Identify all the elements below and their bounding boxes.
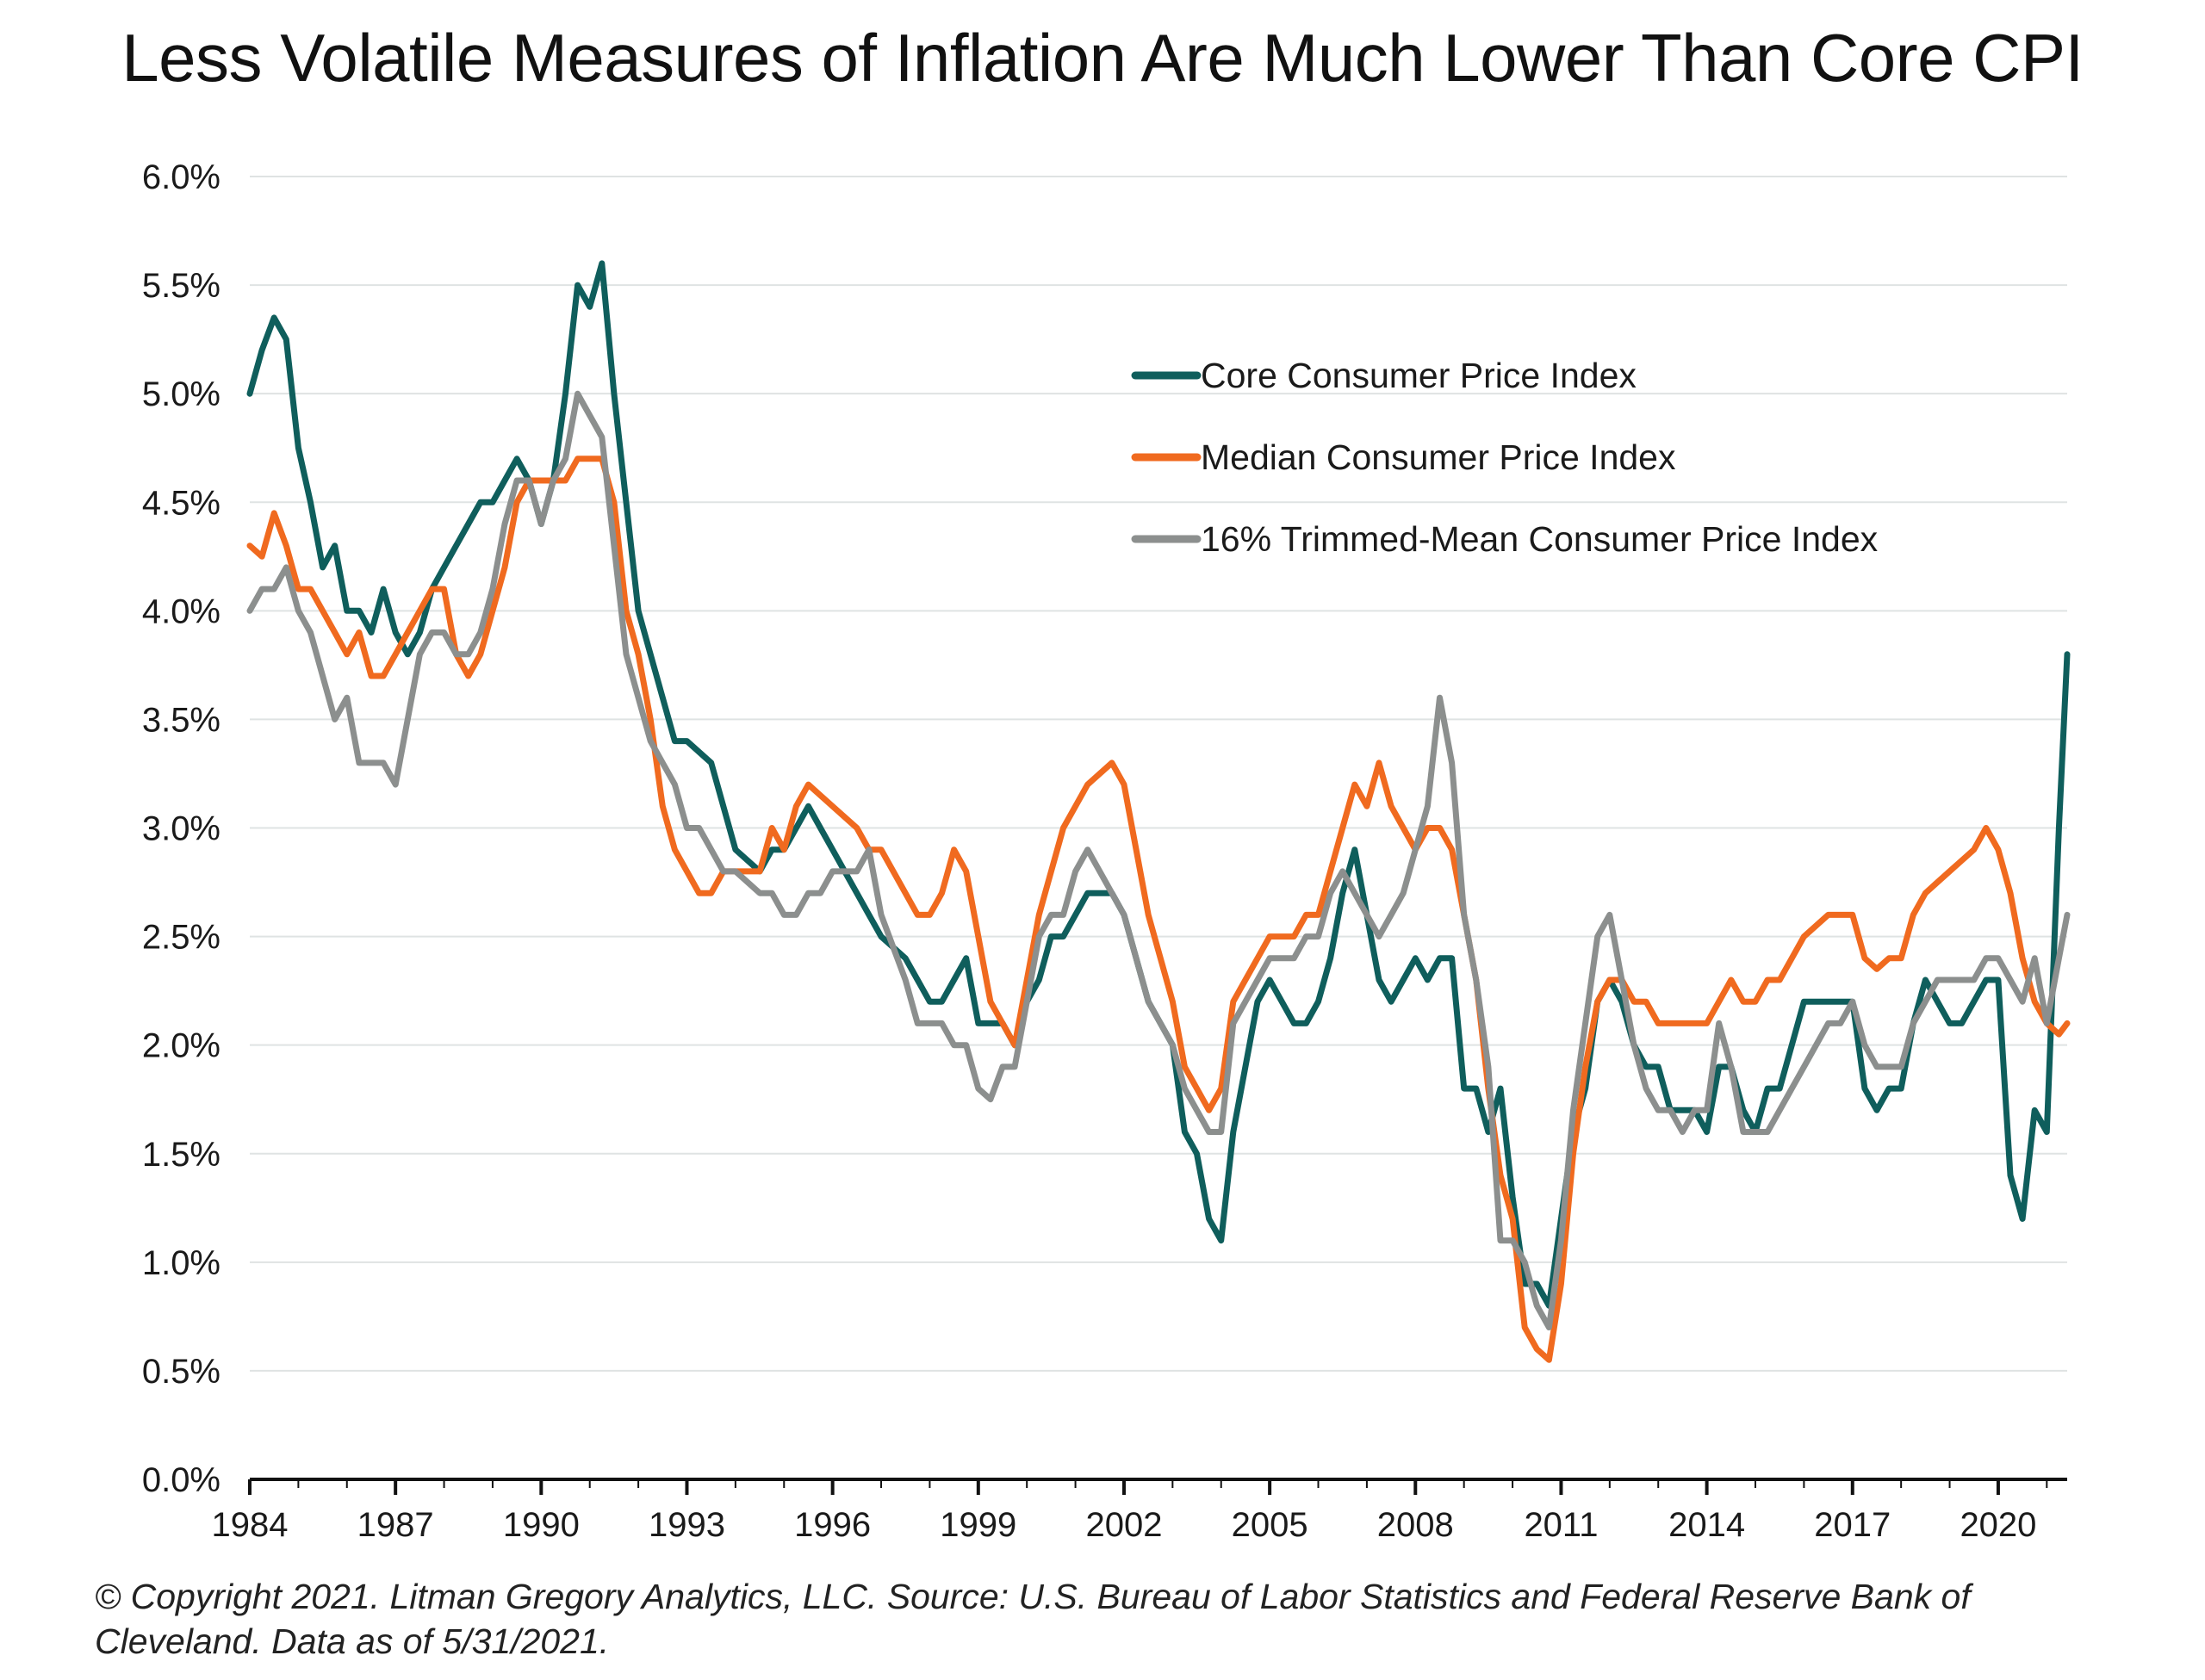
y-tick-label: 5.5% bbox=[142, 267, 220, 305]
y-tick-label: 6.0% bbox=[142, 158, 220, 196]
x-tick-label: 1993 bbox=[649, 1506, 725, 1544]
y-tick-label: 3.0% bbox=[142, 810, 220, 848]
legend-label: Median Consumer Price Index bbox=[1201, 437, 1676, 477]
legend-label: 16% Trimmed-Mean Consumer Price Index bbox=[1201, 519, 1879, 559]
y-tick-label: 4.5% bbox=[142, 484, 220, 522]
series-line-3 bbox=[246, 390, 2071, 1330]
x-tick-label: 2020 bbox=[1960, 1506, 2036, 1544]
series-lines bbox=[246, 260, 2071, 1363]
y-tick-label: 5.0% bbox=[142, 375, 220, 413]
y-tick-label: 4.0% bbox=[142, 592, 220, 630]
x-tick-label: 2017 bbox=[1814, 1506, 1891, 1544]
y-tick-label: 1.5% bbox=[142, 1136, 220, 1174]
x-tick-label: 1990 bbox=[503, 1506, 580, 1544]
x-tick-label: 2014 bbox=[1668, 1506, 1745, 1544]
x-axis bbox=[248, 1478, 2067, 1495]
gridlines bbox=[250, 176, 2067, 1372]
y-axis-tick-labels: 0.0% 0.5% 1.0% 1.5% 2.0% 2.5% 3.0% 3.5% 4.0% 4.5%… bbox=[142, 158, 220, 1499]
x-tick-label: 2005 bbox=[1232, 1506, 1308, 1544]
y-tick-label: 1.0% bbox=[142, 1244, 220, 1282]
legend: Core Consumer Price Index Median Consumer… bbox=[1131, 356, 1879, 559]
series-line-1 bbox=[246, 260, 2071, 1309]
y-tick-label: 0.0% bbox=[142, 1461, 220, 1499]
x-tick-label: 1996 bbox=[794, 1506, 871, 1544]
y-tick-label: 2.5% bbox=[142, 919, 220, 957]
y-tick-label: 2.0% bbox=[142, 1027, 220, 1065]
x-tick-label: 1999 bbox=[940, 1506, 1016, 1544]
x-tick-label: 1987 bbox=[357, 1506, 434, 1544]
chart-title: Less Volatile Measures of Inflation Are … bbox=[121, 20, 2084, 96]
source-footnote: © Copyright 2021. Litman Gregory Analyti… bbox=[95, 1577, 1971, 1661]
x-tick-label: 2002 bbox=[1085, 1506, 1162, 1544]
legend-label: Core Consumer Price Index bbox=[1201, 356, 1637, 395]
x-tick-label: 2011 bbox=[1524, 1506, 1598, 1544]
y-tick-label: 3.5% bbox=[142, 701, 220, 739]
series-line-2 bbox=[246, 456, 2071, 1363]
y-tick-label: 0.5% bbox=[142, 1353, 220, 1391]
x-tick-label: 2008 bbox=[1377, 1506, 1454, 1544]
x-tick-label: 1984 bbox=[212, 1506, 289, 1544]
x-axis-tick-labels: 1984 1987 1990 1993 1996 1999 2002 2005 2008 2011… bbox=[212, 1506, 2037, 1544]
